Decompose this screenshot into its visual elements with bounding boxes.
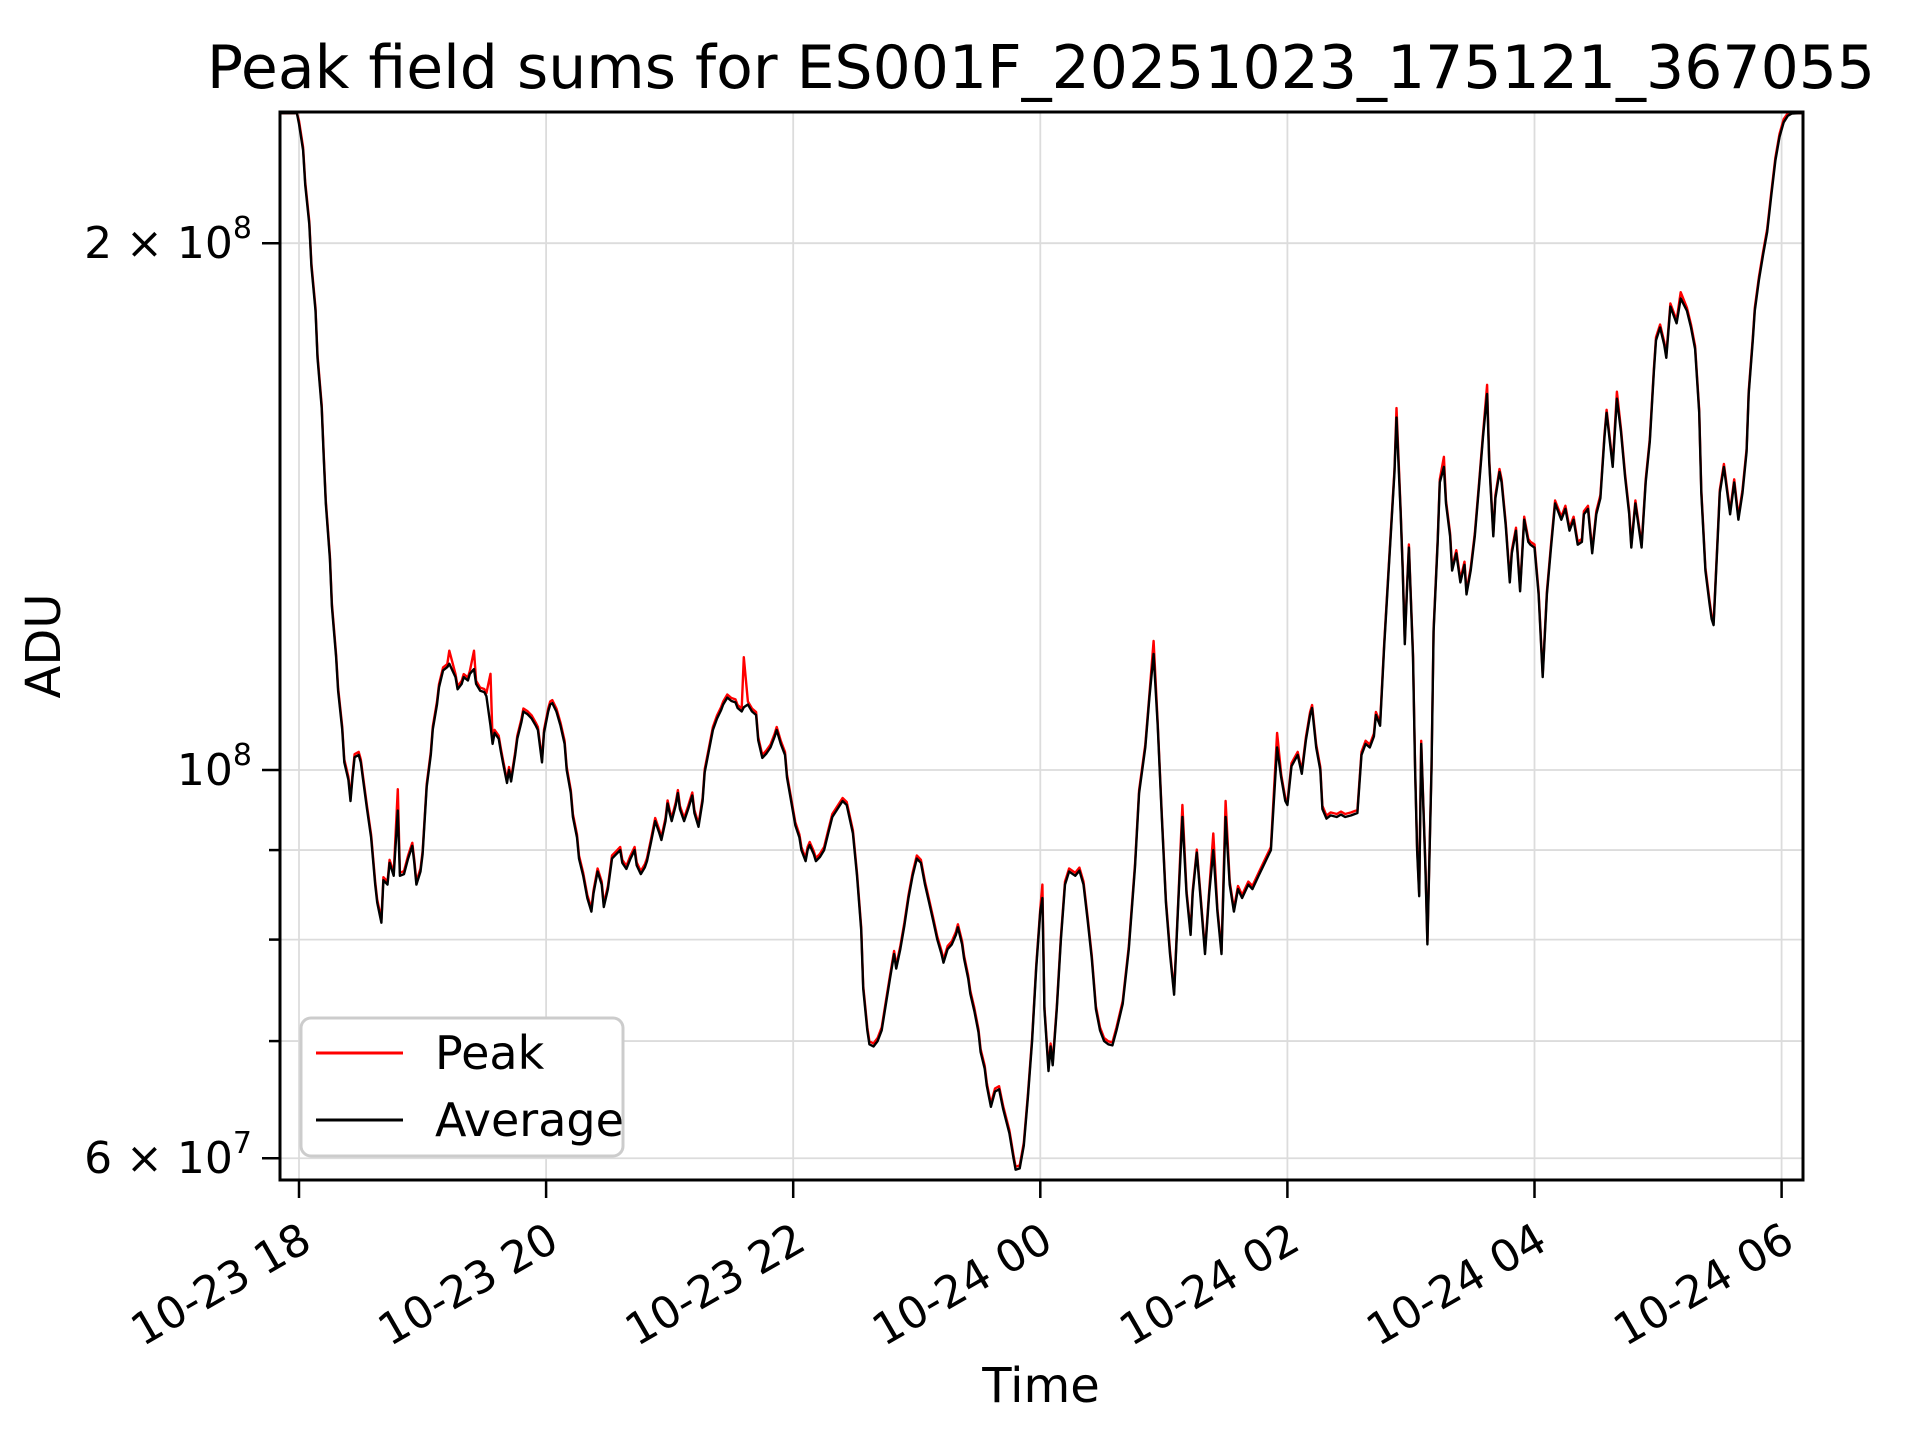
x-tick-label: 10-23 22 bbox=[617, 1213, 814, 1356]
chart-title: Peak field sums for ES001F_20251023_1751… bbox=[207, 33, 1875, 103]
x-tick-label: 10-24 00 bbox=[864, 1213, 1061, 1356]
x-axis-label: Time bbox=[981, 1358, 1099, 1414]
y-axis-label: ADU bbox=[16, 594, 72, 699]
x-axis-ticks: 10-23 18 10-23 20 10-23 22 10-24 00 10-24 02… bbox=[123, 1180, 1802, 1356]
y-tick-label: 108 bbox=[177, 738, 252, 796]
y-tick-label: 2 × 108 bbox=[84, 211, 252, 269]
x-tick-label: 10-23 18 bbox=[123, 1213, 320, 1356]
average-series-line bbox=[280, 112, 1803, 1171]
legend: Peak Average bbox=[299, 1016, 625, 1158]
x-tick-label: 10-24 04 bbox=[1358, 1213, 1555, 1356]
legend-average-label: Average bbox=[435, 1093, 624, 1147]
x-tick-label: 10-24 06 bbox=[1605, 1213, 1802, 1356]
legend-peak-label: Peak bbox=[435, 1026, 545, 1080]
y-tick-label: 6 × 107 bbox=[84, 1126, 252, 1184]
gridlines bbox=[280, 112, 1803, 1180]
x-tick-label: 10-23 20 bbox=[370, 1213, 567, 1356]
x-tick-label: 10-24 02 bbox=[1111, 1213, 1308, 1356]
plot-area bbox=[280, 112, 1803, 1180]
y-axis-ticks: 6 × 107 108 2 × 108 bbox=[84, 211, 280, 1184]
